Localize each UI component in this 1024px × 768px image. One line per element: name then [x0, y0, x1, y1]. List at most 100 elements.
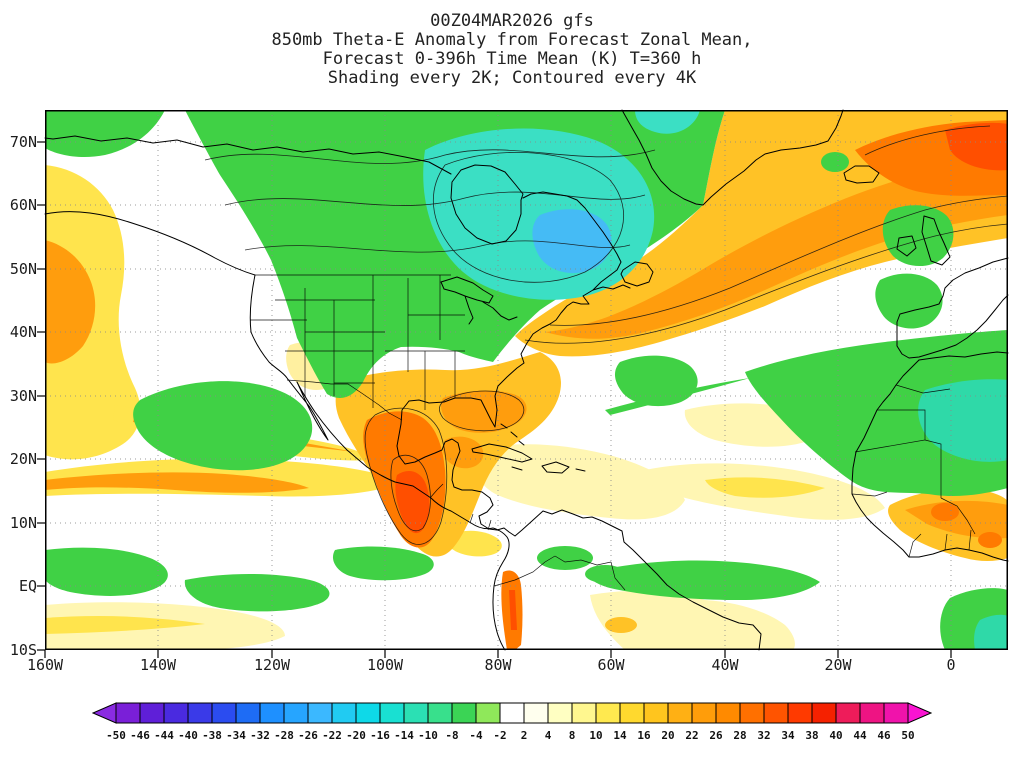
colorbar-cell [547, 702, 573, 724]
colorbar-tick-label: -44 [154, 729, 174, 742]
lon-tick-label: 40W [711, 656, 739, 674]
colorbar-tick-label: 16 [637, 729, 651, 742]
coastline-hudson-bay [450, 164, 524, 245]
colorbar-cell [667, 702, 693, 724]
colorbar-tick-label: -2 [493, 729, 506, 742]
lon-axis: 160W 140W 120W 100W 80W 60W 40W 20W 0 [27, 656, 1008, 678]
chart-title-line: 850mb Theta-E Anomaly from Forecast Zona… [271, 30, 753, 50]
colorbar-cell [739, 702, 765, 724]
lat-tick-label: 20N [9, 450, 37, 468]
coastline-greenland [621, 109, 844, 206]
colorbar-cell [787, 702, 813, 724]
coastline-iceland [843, 165, 880, 184]
colorbar-cell [475, 702, 501, 724]
colorbar-cell [523, 702, 549, 724]
colorbar-cell [355, 702, 381, 724]
colorbar-cell [595, 702, 621, 724]
lon-tick-label: 160W [26, 656, 64, 674]
lon-tick-label: 120W [253, 656, 291, 674]
shading-cyan-teal [423, 110, 1008, 650]
coastline-gulf-caribbean [396, 438, 762, 651]
colorbar-tick-label: -14 [394, 729, 414, 742]
colorbar-cell [379, 702, 405, 724]
coastline-labrador [522, 191, 622, 291]
coastline-bahamas [500, 423, 525, 446]
colorbar-cell [283, 702, 309, 724]
lon-tick-label: 140W [139, 656, 177, 674]
coastline-west-africa [851, 359, 1009, 562]
lon-tick-label: 80W [484, 656, 512, 674]
colorbar-cell [883, 702, 909, 724]
colorbar-cell [643, 702, 669, 724]
forecast-range-line: Forecast 0-396h Time Mean (K) T=360 h [322, 49, 702, 69]
lat-tick-label: 30N [9, 387, 37, 405]
colorbar-tick-label: 2 [521, 729, 528, 742]
lat-tick-label: EQ [18, 577, 37, 595]
lon-tick-label: 20W [824, 656, 852, 674]
map-border [45, 110, 1008, 650]
colorbar-tick-label: 28 [733, 729, 746, 742]
south-america-borders [493, 555, 626, 591]
shading-pale-yellow [45, 341, 885, 650]
colorbar-tick-label: -34 [226, 729, 246, 742]
colorbar-svg: -50 -46 -44 -40 -38 -34 -32 -28 -26 -22 -20 -16 -14-… [91, 702, 933, 742]
colorbar-cell [211, 702, 237, 724]
colorbar-arrow [907, 702, 933, 724]
colorbar-tick-label: 40 [829, 729, 842, 742]
lon-tick-label: 100W [366, 656, 404, 674]
shading-info-line: Shading every 2K; Contoured every 4K [327, 68, 697, 88]
great-lakes [440, 276, 518, 325]
colorbar-tick-label: -46 [130, 729, 150, 742]
colorbar-cell [163, 702, 189, 724]
colorbar-cell [499, 702, 525, 724]
colorbar-cell [307, 702, 333, 724]
coastline-pacific-americas [44, 211, 510, 651]
colorbar-arrow [91, 702, 117, 724]
chart-title-block: 00Z04MAR2026 gfs 850mb Theta-E Anomaly f… [0, 12, 1024, 88]
colorbar-cell [835, 702, 861, 724]
colorbar-tick-label: 8 [569, 729, 576, 742]
central-america-borders [429, 483, 492, 531]
coastline-hispaniola [541, 461, 570, 474]
lat-tick-label: 40N [9, 323, 37, 341]
colorbar-tick-label: -10 [418, 729, 438, 742]
colorbar-tick-label: 46 [877, 729, 891, 742]
colorbar-cell [571, 702, 597, 724]
colorbar-tick-label: -16 [370, 729, 390, 742]
colorbar-tick-label: -4 [469, 729, 483, 742]
colorbar-tick-label: 32 [757, 729, 770, 742]
coastline-atlantic-na [396, 284, 631, 447]
colorbar: -50 -46 -44 -40 -38 -34 -32 -28 -26 -22 -20 -16 -14-… [91, 702, 933, 748]
coastline-newfoundland [620, 261, 654, 287]
colorbar-cell [235, 702, 261, 724]
contour-lines [204, 125, 1009, 545]
lat-tick-label: 70N [9, 133, 37, 151]
colorbar-tick-label: -38 [202, 729, 222, 742]
us-state-borders [250, 275, 465, 410]
colorbar-tick-label: 44 [853, 729, 867, 742]
colorbar-tick-label: 38 [805, 729, 818, 742]
lat-tick-label: 60N [9, 196, 37, 214]
coastline-britain [921, 215, 951, 266]
colorbar-cell [619, 702, 645, 724]
colorbar-tick-label: -8 [445, 729, 458, 742]
colorbar-tick-label: -40 [178, 729, 198, 742]
lat-tick-label: 50N [9, 260, 37, 278]
coastline-europe-iberia [896, 257, 1009, 359]
colorbar-tick-label: -50 [106, 729, 126, 742]
shading-amber-orange [45, 110, 1008, 650]
colorbar-tick-label: -20 [346, 729, 366, 742]
lat-tick-label: 10N [9, 514, 37, 532]
coastlines [44, 109, 1009, 651]
colorbar-tick-label: 50 [901, 729, 914, 742]
colorbar-cell [403, 702, 429, 724]
colorbar-tick-label: -22 [322, 729, 342, 742]
colorbar-tick-label: 10 [589, 729, 602, 742]
model-run-title: 00Z04MAR2026 gfs [430, 11, 594, 31]
gridlines [45, 110, 1008, 650]
coastline-puerto-rico [575, 468, 586, 472]
colorbar-tick-label: 26 [709, 729, 723, 742]
colorbar-tick-label: -32 [250, 729, 270, 742]
colorbar-cell [451, 702, 477, 724]
